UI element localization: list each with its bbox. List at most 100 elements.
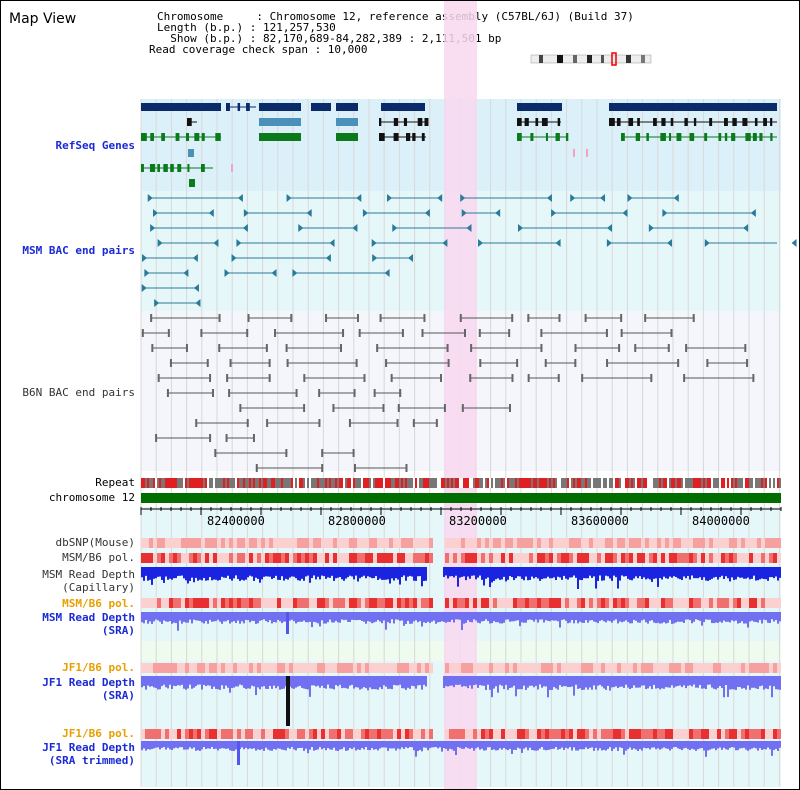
msm-b6-pol-segment (725, 553, 729, 563)
jf1-depth-trim-bar (561, 741, 563, 748)
jf1-depth-trim-bar (277, 741, 279, 749)
jf1-b6-pol-segment (449, 663, 453, 673)
repeat-segment (141, 478, 143, 488)
jf1-b6-pol-segment (417, 663, 421, 673)
jf1-depth-sra-bar (303, 676, 305, 689)
repeat-segment (189, 478, 191, 488)
msm-b6-pol-segment (577, 598, 581, 608)
jf1-b6-pol-segment (525, 729, 529, 739)
repeat-segment (601, 478, 603, 488)
jf1-depth-trim-bar (187, 741, 189, 750)
track-label-jf1-b6-pol-1[interactable]: JF1/B6 pol. (62, 661, 135, 674)
jf1-depth-trim-bar (271, 741, 273, 751)
repeat-segment (295, 478, 297, 488)
jf1-depth-trim-bar (489, 741, 491, 748)
repeat-segment (655, 478, 657, 488)
jf1-depth-trim-bar (275, 741, 277, 750)
msm-b6-pol-segment (461, 598, 465, 608)
msm-depth-capillary-bar (353, 567, 355, 580)
jf1-depth-sra-bar (587, 676, 589, 690)
jf1-depth-trim-bar (729, 741, 731, 748)
msm-depth-sra-bar (683, 612, 685, 624)
track-label-msm-depth-cap[interactable]: MSM Read Depth (42, 568, 135, 581)
msm-depth-capillary-bar (241, 567, 243, 580)
msm-depth-capillary-bar (683, 567, 685, 577)
msm-depth-capillary-bar (277, 567, 279, 580)
b6n-bac-pair (620, 314, 623, 322)
track-label-b6n-bac[interactable]: B6N BAC end pairs (22, 386, 135, 399)
jf1-depth-trim-bar (715, 741, 717, 751)
repeat-segment (463, 478, 465, 488)
repeat-segment (339, 478, 341, 488)
msm-depth-capillary-bar (759, 567, 761, 580)
track-label-msm-bac[interactable]: MSM BAC end pairs (22, 244, 135, 257)
msm-depth-sra-bar (595, 612, 597, 623)
msm-depth-sra-bar (221, 612, 223, 624)
track-label-dbsnp[interactable]: dbSNP(Mouse) (55, 536, 135, 549)
msm-bac-pair (243, 209, 249, 217)
b6n-bac-pair (459, 314, 462, 322)
repeat-segment (523, 478, 525, 488)
b6n-bac-pair (226, 374, 229, 382)
jf1-depth-sra-bar (593, 676, 595, 686)
msm-bac-pair (600, 194, 606, 202)
msm-depth-capillary-bar (519, 567, 521, 577)
jf1-depth-sra-bar (685, 676, 687, 689)
jf1-depth-trim-bar (255, 741, 257, 751)
track-label-jf1-depth-trim[interactable]: JF1 Read Depth (42, 741, 135, 754)
repeat-segment (451, 478, 453, 488)
jf1-depth-sra-bar (601, 676, 603, 687)
repeat-segment (231, 478, 233, 488)
repeat-segment (571, 478, 573, 488)
jf1-b6-pol-segment (481, 663, 485, 673)
track-label-jf1-depth-sra[interactable]: JF1 Read Depth (42, 676, 135, 689)
jf1-depth-sra-bar (307, 676, 309, 690)
msm-b6-pol-segment (157, 553, 161, 563)
msm-depth-capillary-bar (185, 567, 187, 581)
msm-depth-sra-bar (509, 612, 511, 622)
jf1-b6-pol-segment (549, 729, 553, 739)
jf1-depth-trim-bar (393, 741, 395, 749)
repeat-segment (527, 478, 529, 488)
jf1-depth-sra-bar (541, 676, 543, 688)
jf1-depth-trim-bar (493, 741, 495, 750)
jf1-depth-sra-bar (359, 676, 361, 690)
jf1-b6-pol-segment (277, 663, 281, 673)
jf1-depth-sra-bar (575, 676, 577, 685)
jf1-depth-sra-bar (623, 676, 625, 688)
msm-depth-capillary-bar (269, 567, 271, 577)
jf1-depth-sra-bar (497, 676, 499, 693)
b6n-bac-pair (157, 374, 160, 382)
jf1-depth-trim-bar (387, 741, 389, 751)
jf1-depth-sra-bar (739, 676, 741, 688)
jf1-depth-trim-bar (261, 741, 263, 750)
track-label-jf1-b6-pol-2[interactable]: JF1/B6 pol. (62, 727, 135, 740)
jf1-depth-trim-bar (263, 741, 265, 751)
msm-b6-pol-segment (465, 553, 469, 563)
msm-depth-sra-bar (709, 612, 711, 620)
jf1-depth-sra-bar (515, 676, 517, 697)
jf1-depth-sra-bar (339, 676, 341, 685)
dbsnp-segment (225, 538, 229, 548)
dbsnp-segment (689, 538, 693, 548)
msm-b6-pol-segment (281, 598, 285, 608)
msm-b6-pol-segment (653, 598, 657, 608)
jf1-depth-trim-bar (539, 741, 541, 749)
msm-bac-pair (551, 209, 557, 217)
dbsnp-segment (429, 538, 433, 548)
b6n-bac-pair (218, 344, 221, 352)
jf1-depth-sra-bar (561, 676, 563, 687)
track-label-msm-depth-sra[interactable]: MSM Read Depth (42, 611, 135, 624)
jf1-depth-trim-bar (279, 741, 281, 749)
msm-b6-pol-segment (237, 553, 241, 563)
repeat-segment (651, 478, 653, 488)
jf1-b6-pol-segment (637, 729, 641, 739)
track-label-msm-b6-pol-2[interactable]: MSM/B6 pol. (62, 597, 135, 610)
jf1-depth-sra-bar (153, 676, 155, 688)
dbsnp-segment (421, 538, 425, 548)
jf1-depth-sra-bar (361, 676, 363, 689)
track-label-msm-b6-pol-1[interactable]: MSM/B6 pol. (62, 551, 135, 564)
track-label-refseq[interactable]: RefSeq Genes (55, 139, 135, 152)
